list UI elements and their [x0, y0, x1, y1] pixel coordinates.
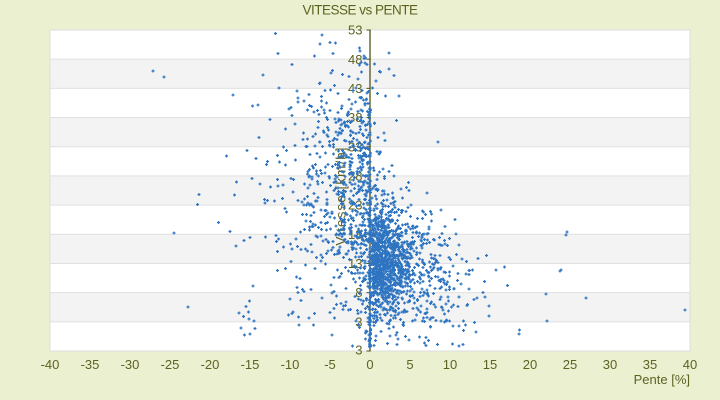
svg-text:-10: -10	[281, 357, 300, 372]
svg-text:-30: -30	[121, 357, 140, 372]
svg-text:3: 3	[355, 343, 362, 358]
svg-text:-15: -15	[241, 357, 260, 372]
svg-text:-20: -20	[201, 357, 220, 372]
svg-text:30: 30	[603, 357, 617, 372]
svg-text:25: 25	[563, 357, 577, 372]
svg-text:0: 0	[366, 357, 373, 372]
svg-text:15: 15	[483, 357, 497, 372]
svg-text:-40: -40	[41, 357, 60, 372]
svg-text:53: 53	[348, 23, 362, 38]
svg-text:20: 20	[523, 357, 537, 372]
svg-text:10: 10	[443, 357, 457, 372]
svg-text:Pente [%]: Pente [%]	[634, 372, 690, 387]
svg-text:-5: -5	[324, 357, 336, 372]
svg-text:8: 8	[355, 285, 362, 300]
svg-text:-35: -35	[81, 357, 100, 372]
svg-text:3: 3	[355, 314, 362, 329]
svg-text:48: 48	[348, 52, 362, 67]
svg-text:-25: -25	[161, 357, 180, 372]
svg-text:40: 40	[683, 357, 697, 372]
svg-text:13: 13	[348, 256, 362, 271]
svg-text:VITESSE vs PENTE: VITESSE vs PENTE	[302, 3, 418, 18]
svg-text:35: 35	[643, 357, 657, 372]
svg-text:5: 5	[406, 357, 413, 372]
